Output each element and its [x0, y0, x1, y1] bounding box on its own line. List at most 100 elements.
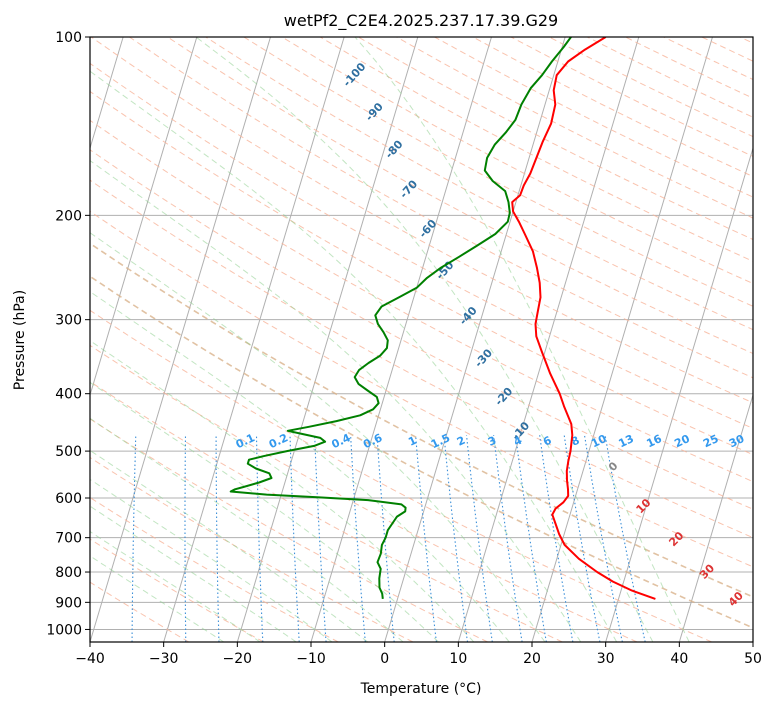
y-tick-label: 400 [55, 387, 82, 403]
dry-adiabat-line [90, 496, 339, 642]
moist-adiabat-line [90, 417, 404, 642]
mixing-ratio-label: 1.5 [429, 431, 452, 451]
mixing-ratio-label: 0.6 [361, 431, 384, 451]
isotherm-line [310, 37, 492, 642]
moist-adiabat-line [90, 449, 368, 642]
dry-adiabat-line [90, 210, 753, 568]
dry-adiabat-line [90, 119, 753, 483]
dry-adiabat-line [90, 90, 753, 456]
x-tick-label: −40 [75, 651, 105, 667]
y-axis: 100 200 300 400 500 600 700 800 900 1000 [46, 30, 90, 638]
y-tick-label: 1000 [46, 622, 82, 638]
dry-adiabat-label: -70 [397, 177, 420, 201]
dry-adiabat-line [90, 418, 488, 642]
mixing-ratio-line [563, 435, 601, 642]
dry-adiabat-line [167, 37, 753, 355]
mixing-ratio-line [131, 435, 137, 642]
mixing-ratio-line [289, 435, 300, 642]
dry-adiabat-line [90, 456, 414, 642]
mixing-ratio-line [604, 435, 646, 642]
plot-frame [89, 36, 754, 643]
dry-adiabat-line [358, 37, 753, 241]
y-axis-label: Pressure (hPa) [12, 290, 28, 390]
moist-adiabat-label: 10 [634, 496, 654, 516]
moist-adiabat-line [90, 160, 582, 642]
y-tick-label: 900 [55, 595, 82, 611]
background-lines [82, 37, 753, 642]
x-tick-label: 30 [597, 651, 615, 667]
moist-adiabat-line [195, 37, 654, 642]
line-annotations: -100-90-80-70-60-50-40-30-20-100.1 0.2 0.4… [234, 60, 775, 609]
moist-adiabat-line [90, 340, 475, 642]
isotherm-line [752, 640, 753, 642]
mixing-ratio-line [314, 435, 327, 642]
mixing-ratio-label: 0.1 [234, 431, 257, 451]
mixing-ratio-line [184, 435, 187, 642]
mixing-ratio-label: 0.2 [267, 431, 290, 451]
isotherm-line [236, 37, 419, 642]
dry-adiabat-line [90, 581, 190, 642]
x-tick-label: 20 [523, 651, 541, 667]
mixing-ratio-line [82, 435, 89, 642]
dry-adiabat-line [90, 309, 712, 642]
y-tick-label: 800 [55, 565, 82, 581]
isotherm-line [605, 146, 753, 642]
isotherm-line [531, 37, 713, 642]
y-tick-label: 500 [55, 444, 82, 460]
dry-adiabat-line [472, 37, 753, 178]
dry-adiabat-line [587, 37, 753, 118]
moist-adiabat-line [90, 381, 439, 642]
x-tick-label: 0 [380, 651, 389, 667]
moist-adiabat-label: 40 [726, 589, 746, 609]
mixing-ratio-line [415, 435, 437, 642]
mixing-ratio-line [443, 435, 469, 642]
x-axis-label: Temperature (°C) [360, 681, 482, 697]
y-tick-label: 100 [55, 30, 82, 46]
dry-adiabat-label: -20 [492, 385, 515, 409]
dry-adiabat-line [243, 37, 753, 307]
moist-adiabat-line [90, 232, 546, 642]
dry-adiabat-line [90, 380, 563, 642]
dry-adiabat-line [90, 344, 638, 642]
dry-adiabat-label: -100 [340, 60, 368, 89]
x-tick-label: 50 [744, 651, 762, 667]
dry-adiabat-line [90, 242, 753, 598]
moist-adiabat-label: 0 [606, 459, 621, 474]
dry-adiabat-label: -80 [383, 137, 406, 161]
y-tick-label: 600 [55, 491, 82, 507]
dry-adiabat-line [90, 149, 753, 510]
dry-adiabat-line [663, 37, 753, 81]
moist-adiabat-line [90, 291, 510, 642]
mixing-ratio-line [376, 435, 395, 642]
mixing-ratio-label: 25 [701, 432, 720, 450]
dry-adiabat-line [510, 37, 753, 157]
x-tick-label: 10 [449, 651, 467, 667]
mixing-ratio-label: 10 [589, 432, 609, 450]
mixing-ratio-line [493, 435, 523, 642]
mixing-ratio-label: 3 [486, 434, 498, 449]
dry-adiabat-label: -40 [457, 304, 480, 328]
isotherm-line [90, 37, 271, 642]
mixing-ratio-label: 36 [755, 432, 775, 450]
x-tick-label: 40 [670, 651, 688, 667]
dry-adiabat-line [205, 37, 753, 331]
mixing-ratio-line [350, 435, 366, 642]
mixing-ratio-label: 2 [455, 434, 467, 449]
y-tick-label: 700 [55, 531, 82, 547]
dry-adiabat-line [739, 37, 753, 44]
mixing-ratio-line [215, 435, 220, 642]
profile-series [229, 37, 656, 600]
isotherm-line [678, 393, 753, 642]
mixing-ratio-line [255, 435, 264, 642]
mixing-ratio-line [515, 435, 547, 642]
dry-adiabat-line [90, 62, 753, 429]
x-tick-label: −30 [149, 651, 179, 667]
chart-title: wetPf2_C2E4.2025.237.17.39.G29 [284, 11, 558, 31]
isotherm-line [90, 37, 124, 150]
x-tick-label: −10 [296, 651, 326, 667]
dry-adiabat-line [129, 37, 753, 379]
y-tick-label: 300 [55, 313, 82, 329]
x-axis: −40 −30 −20 −10 0 10 20 30 40 50 [75, 642, 762, 667]
moist-adiabat-label: 30 [697, 561, 717, 581]
